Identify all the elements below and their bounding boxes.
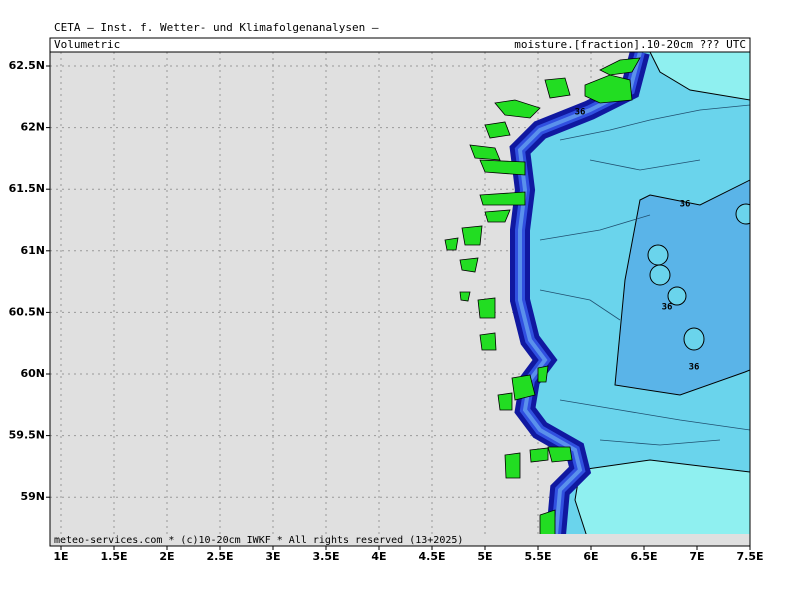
lon-tick-label: 6E: [583, 550, 598, 563]
land: [444, 52, 750, 546]
lon-tick-label: 7.5E: [736, 550, 763, 563]
isoline: [539, 104, 750, 446]
lon-tick-label: 7E: [689, 550, 704, 563]
lat-tick-label: 60N: [20, 367, 45, 380]
lon-tick-label: 2.5E: [206, 550, 233, 563]
footer: meteo-services.com * (c)10-20cm IWKF * A…: [54, 535, 463, 546]
contour-hole: [667, 286, 687, 306]
contour-hole: [683, 327, 705, 351]
lat-tick-label: 59N: [20, 490, 45, 503]
lon-tick-label: 3E: [265, 550, 280, 563]
lon-tick-label: 4.5E: [418, 550, 445, 563]
lat-tick-label: 60.5N: [9, 305, 45, 318]
lon-tick-label: 1E: [53, 550, 68, 563]
subtitle-right: moisture.[fraction].10-20cm ??? UTC: [514, 38, 746, 51]
contour-hole: [735, 203, 750, 225]
lon-tick-label: 1.5E: [100, 550, 127, 563]
contour-label: 36: [575, 108, 586, 118]
contour-hole: [647, 244, 669, 266]
lon-tick-label: 5E: [477, 550, 492, 563]
lat-tick-label: 62N: [20, 121, 45, 134]
lon-tick-label: 5.5E: [524, 550, 551, 563]
contour-label: 36: [689, 363, 700, 373]
lat-tick-label: 59.5N: [9, 429, 45, 442]
moist-region: [614, 179, 750, 396]
contour-label: 36: [662, 303, 673, 313]
footer-bar: [50, 534, 750, 546]
frame-border: [49, 37, 751, 547]
coast-band: [517, 52, 642, 546]
lon-tick-label: 3.5E: [312, 550, 339, 563]
subtitle-left: Volumetric: [54, 38, 120, 51]
lat-tick-label: 61N: [20, 244, 45, 257]
contour-label: 36: [680, 200, 691, 210]
dry-region: [574, 459, 750, 546]
dry-region: [649, 52, 750, 101]
lon-tick-label: 6.5E: [630, 550, 657, 563]
islands: [444, 57, 641, 536]
lon-tick-label: 4E: [371, 550, 386, 563]
contour-hole: [649, 264, 671, 286]
lat-tick-label: 62.5N: [9, 59, 45, 72]
lon-tick-label: 2E: [159, 550, 174, 563]
title: CETA — Inst. f. Wetter- und Klimafolgena…: [54, 21, 379, 34]
lat-tick-label: 61.5N: [9, 182, 45, 195]
